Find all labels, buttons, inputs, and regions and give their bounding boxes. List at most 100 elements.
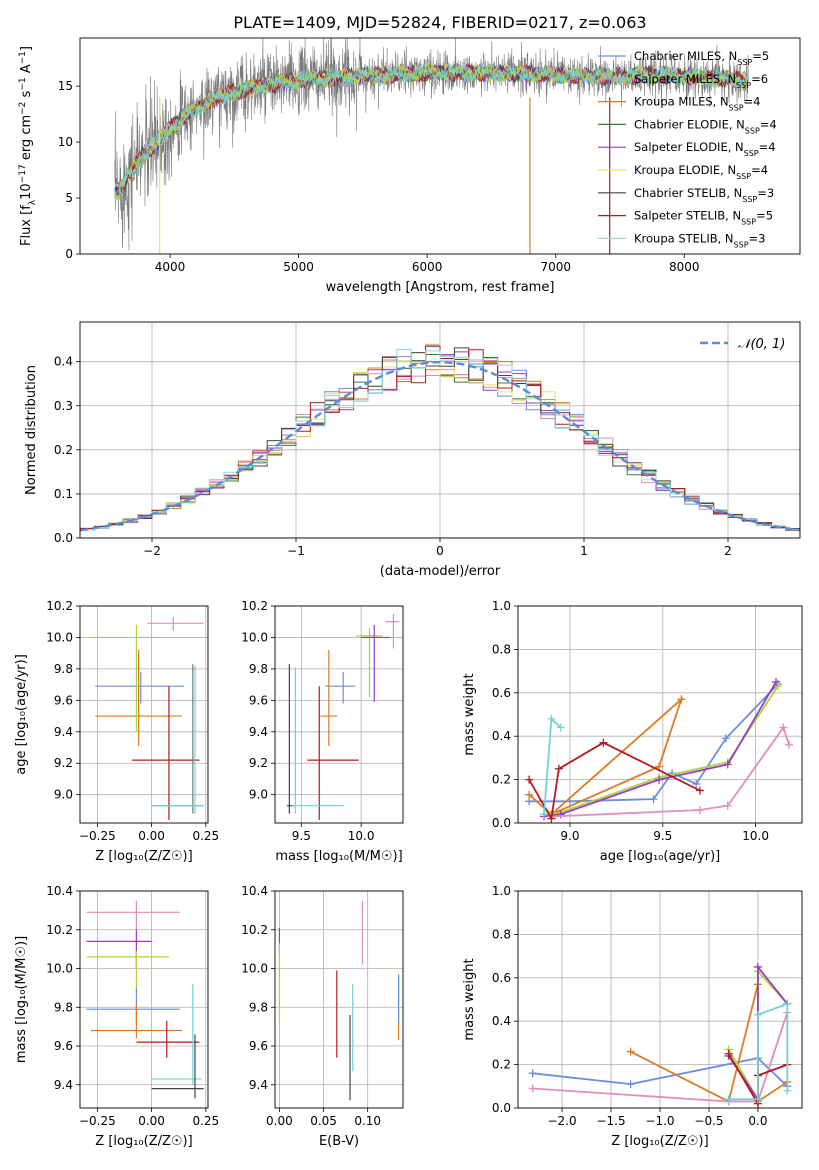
y-tick-label: 15	[58, 79, 73, 93]
spectrum-panel: 4000 5000 6000 7000 8000 0 5 10 15 wavelength [An…	[18, 37, 801, 295]
legend-value: =4	[744, 95, 761, 109]
x-tick-label: 5000	[283, 260, 314, 274]
mass-vs-metallicity-panel: −0.25 0.00 0.25 9.4 9.6 9.8 10.0 10.2 10.4 Z [log…	[14, 884, 219, 1149]
y-tick-label: 9.4	[54, 1078, 73, 1092]
y-label-part: −17	[18, 164, 28, 183]
axes-frame	[517, 890, 803, 1109]
axes-frame	[79, 37, 801, 255]
plus-marker	[695, 786, 704, 795]
mass-vs-ebv-panel: 0.00 0.05 0.10 9.4 9.6 9.8 10.0 10.2 10.4 E(B-V)	[241, 884, 404, 1149]
legend-subscript: SSP	[734, 240, 749, 249]
x-axis-label: Z [log₁₀(Z/Z☉)]	[611, 1134, 708, 1149]
plus-marker	[525, 775, 534, 784]
plus-marker	[785, 740, 794, 749]
y-label-part: Flux [f	[19, 205, 34, 246]
y-tick-label: 9.4	[249, 1078, 268, 1092]
y-label-part: −2	[18, 102, 28, 115]
legend-text: Chabrier MILES, N	[634, 49, 737, 63]
y-tick-label: 10.2	[241, 923, 268, 937]
plus-marker	[753, 1095, 762, 1104]
plus-marker	[692, 779, 701, 788]
x-tick-label: 0.25	[192, 829, 219, 843]
plus-marker	[783, 1086, 792, 1095]
figure-title: PLATE=1409, MJD=52824, FIBERID=0217, z=0…	[233, 13, 646, 32]
x-tick-label: 0.00	[266, 1114, 293, 1128]
plus-marker	[723, 760, 732, 769]
y-tick-label: 10.2	[46, 599, 73, 613]
y-label-part: λ	[28, 199, 38, 205]
y-tick-label: 9.8	[249, 662, 268, 676]
legend-label: Salpeter STELIB, NSSP=5	[634, 209, 773, 227]
y-tick-label: 10.4	[241, 884, 268, 898]
legend-label: Kroupa STELIB, NSSP=3	[634, 231, 765, 249]
y-label-part: −1	[18, 77, 28, 90]
mass-weight-line	[528, 741, 701, 822]
y-tick-label: 9.6	[249, 1039, 268, 1053]
x-tick-label: −1.5	[596, 1114, 625, 1128]
axes-frame	[79, 890, 209, 1109]
y-tick-label: 10.0	[241, 630, 268, 644]
plus-marker	[556, 723, 565, 732]
plus-marker	[695, 805, 704, 814]
x-axis-label: mass [log₁₀(M/M☉)]	[275, 849, 402, 864]
x-tick-label: −0.5	[694, 1114, 723, 1128]
x-tick-label: 2	[724, 544, 732, 558]
plus-marker	[655, 762, 664, 771]
y-tick-label: 0.6	[492, 971, 511, 985]
x-tick-label: −1.0	[645, 1114, 674, 1128]
y-tick-label: 0.3	[54, 399, 73, 413]
legend-subscript: SSP	[744, 149, 759, 158]
mass-weight-vs-age-panel: 9.0 9.5 10.0 0.0 0.2 0.4 0.6 0.8 1.0 age [log₁₀(a…	[462, 599, 803, 864]
legend-value: =4	[759, 140, 776, 154]
x-tick-label: 0.25	[192, 1114, 219, 1128]
plus-marker	[649, 795, 658, 804]
legend-label: Kroupa ELODIE, NSSP=4	[634, 163, 768, 181]
legend-value: =4	[760, 117, 777, 131]
y-label-part: 10	[19, 183, 34, 200]
y-tick-label: 9.8	[54, 1000, 73, 1014]
y-tick-label: 10.0	[46, 630, 73, 644]
plus-marker	[724, 1049, 733, 1058]
x-tick-label: 7000	[540, 260, 571, 274]
y-label-part: −1	[18, 51, 28, 64]
y-tick-label: 0.4	[492, 729, 511, 743]
y-axis-label: mass weight	[462, 958, 477, 1040]
y-tick-label: 9.0	[249, 788, 268, 802]
legend-text: Chabrier STELIB, N	[634, 186, 742, 200]
x-tick-label: 0.00	[138, 1114, 165, 1128]
y-tick-label: 10.2	[241, 599, 268, 613]
plus-marker	[677, 695, 686, 704]
y-tick-label: 0.0	[54, 531, 73, 545]
y-tick-label: 0.1	[54, 487, 73, 501]
legend-subscript: SSP	[745, 126, 760, 135]
y-tick-label: 0.8	[492, 642, 511, 656]
y-label-part: ]	[19, 46, 34, 51]
y-tick-label: 10.2	[46, 923, 73, 937]
plus-marker	[753, 962, 762, 971]
plot-area	[278, 900, 400, 1101]
x-axis-label: age [log₁₀(age/yr)]	[600, 849, 721, 864]
plus-marker	[547, 814, 556, 823]
legend-text: Salpeter MILES, N	[634, 72, 736, 86]
y-label-part: erg cm	[19, 115, 34, 164]
y-axis-label: Normed distribution	[24, 365, 39, 495]
y-axis-label: mass weight	[462, 673, 477, 755]
y-axis-label: mass [log₁₀(M/M☉)]	[14, 936, 29, 1063]
legend-text: Salpeter STELIB, N	[634, 209, 741, 223]
y-tick-label: 9.8	[249, 1000, 268, 1014]
legend-text: Chabrier ELODIE, N	[634, 117, 745, 131]
x-tick-label: −1	[287, 544, 305, 558]
plot-area	[114, 38, 749, 254]
plus-marker	[773, 682, 782, 691]
x-tick-label: 6000	[412, 260, 443, 274]
plus-marker	[554, 764, 563, 773]
y-tick-label: 5	[65, 191, 73, 205]
plus-marker	[753, 1010, 762, 1019]
legend-value: =3	[749, 231, 766, 245]
x-axis-label: E(B-V)	[319, 1134, 359, 1149]
axes-frame	[274, 605, 404, 824]
x-tick-label: 0.00	[138, 829, 165, 843]
y-tick-label: 0.4	[492, 1014, 511, 1028]
y-label-part: s	[19, 90, 34, 101]
